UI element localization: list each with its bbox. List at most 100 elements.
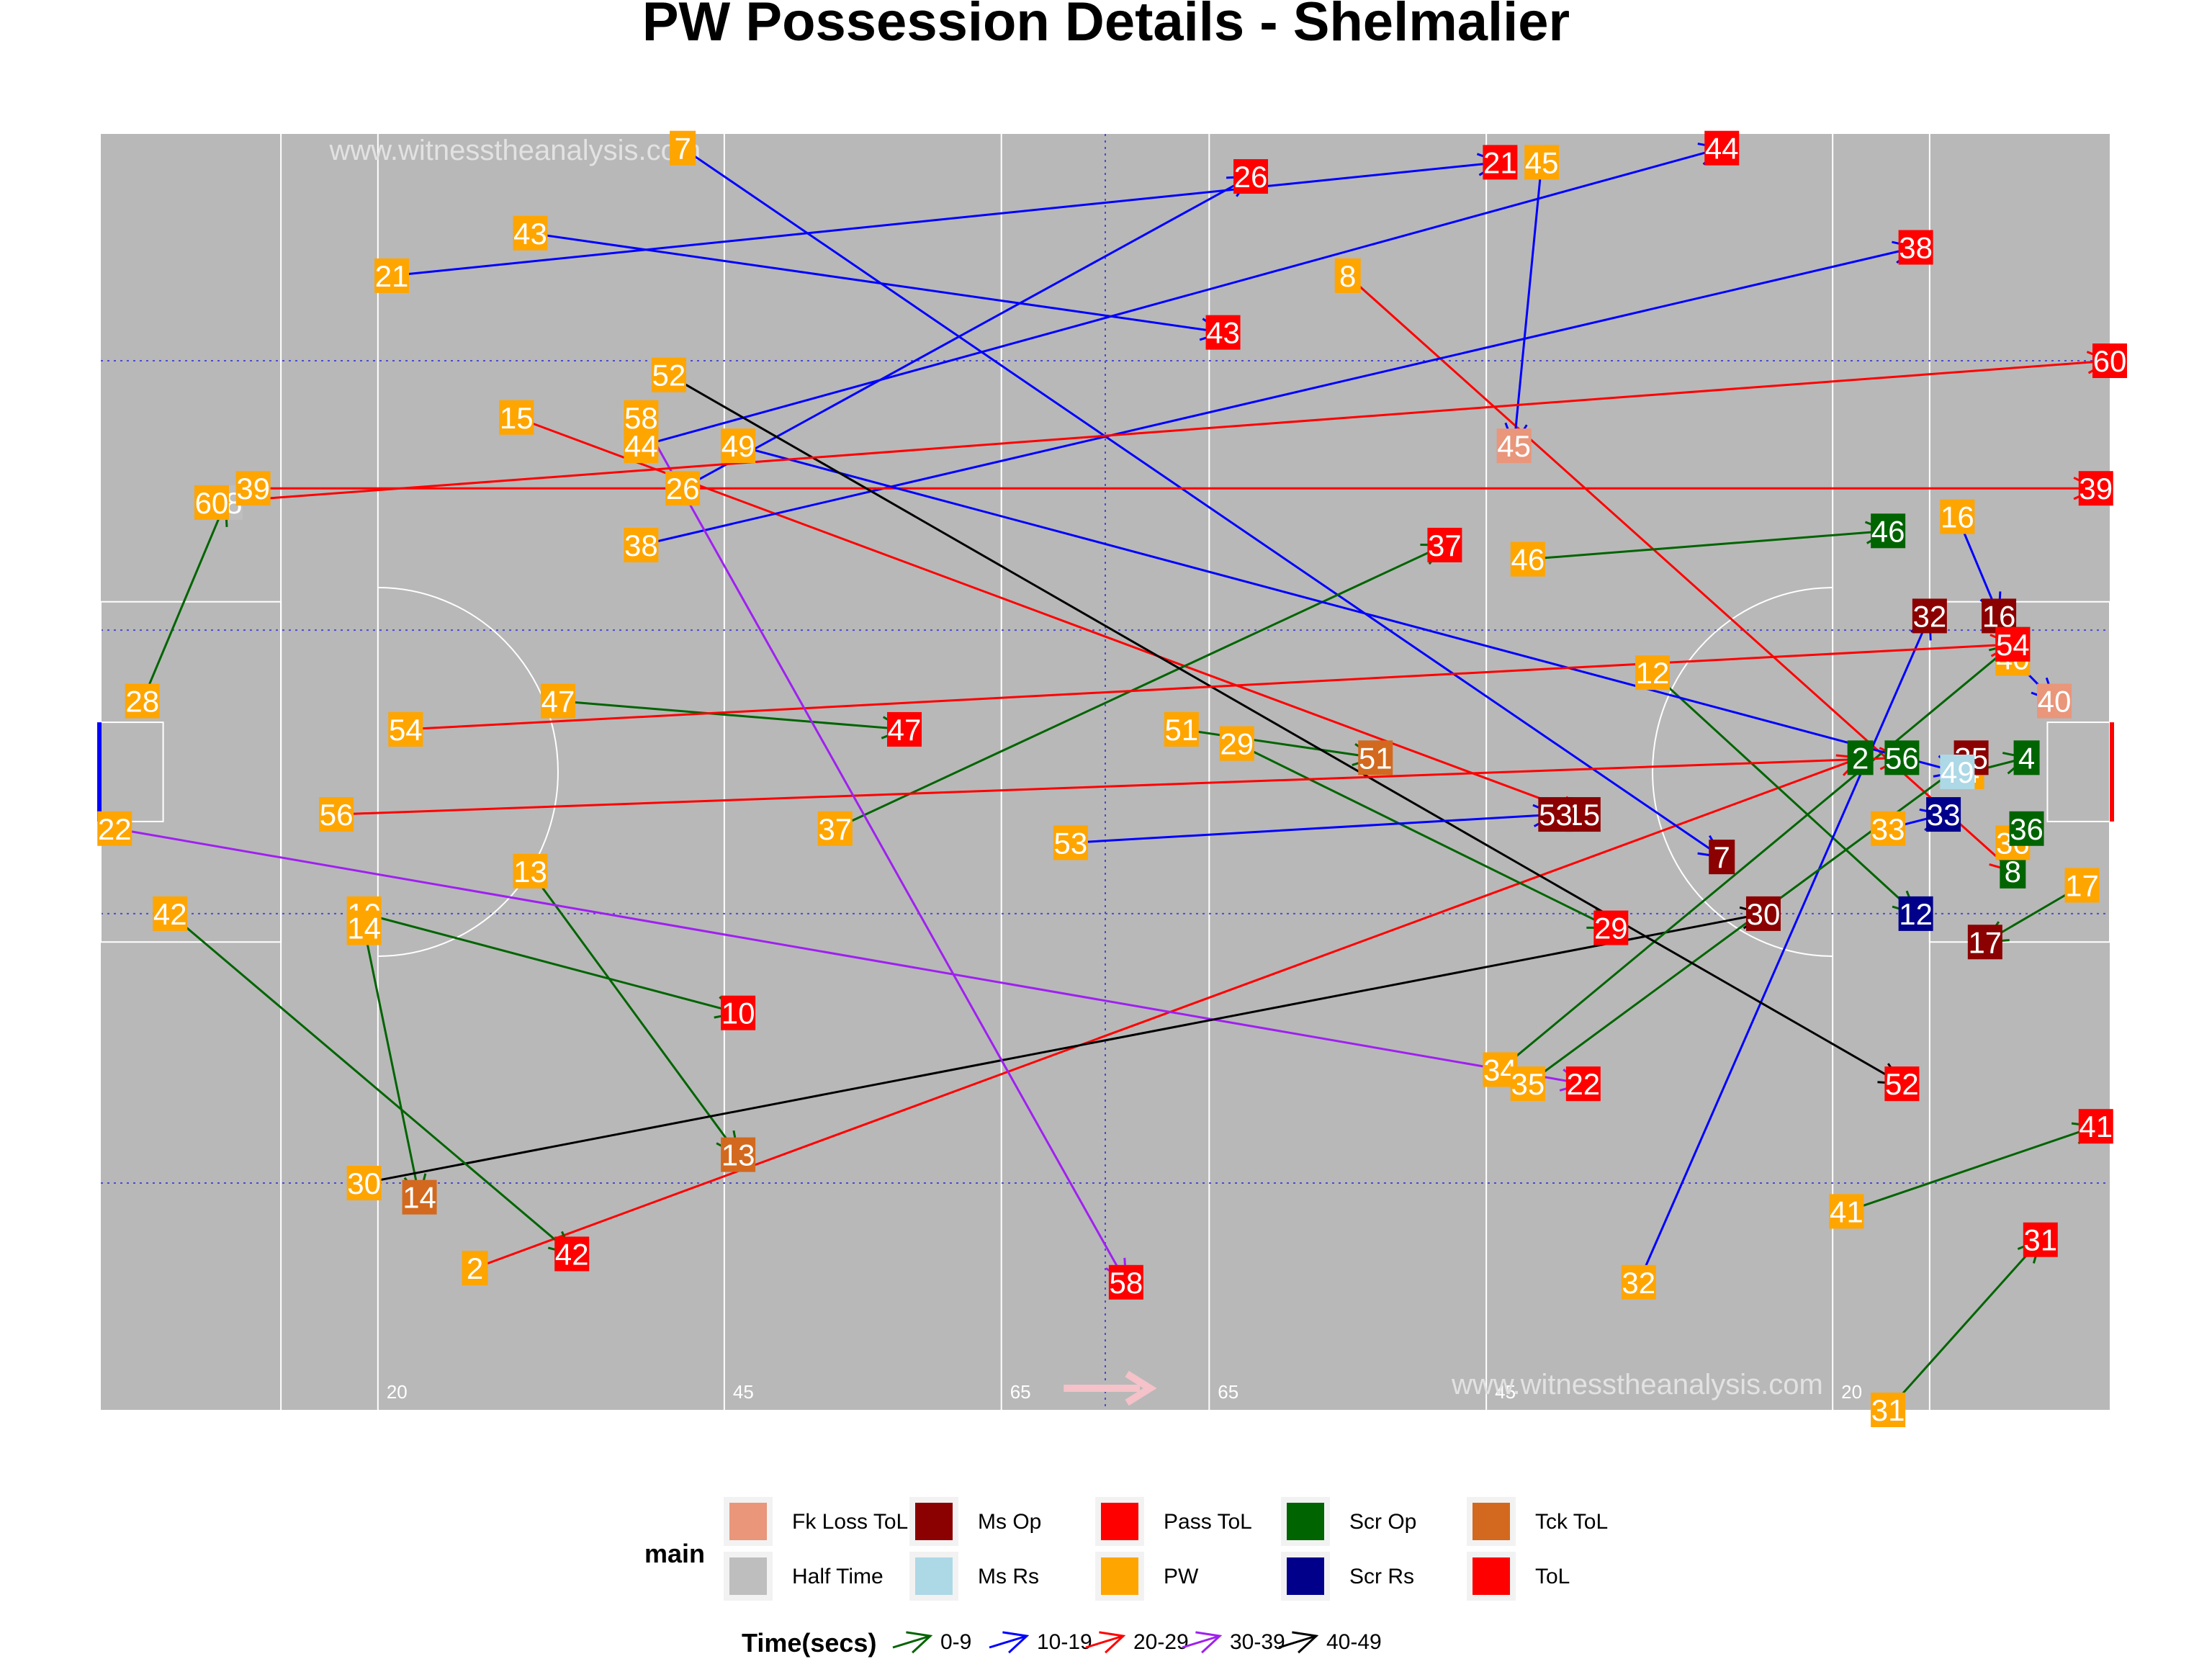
label-box — [540, 683, 575, 719]
label-text: 33 — [1871, 812, 1905, 846]
label-box — [194, 485, 229, 520]
label-box — [2078, 471, 2113, 506]
legend-key — [1287, 1557, 1324, 1595]
possession-label-51: 51 51 — [1164, 711, 1393, 775]
possession-label-58: 58 58 — [624, 400, 1143, 1300]
label-text: 32 — [1913, 599, 1947, 633]
label-box — [1898, 896, 1933, 931]
label-text: 14 — [403, 1181, 436, 1215]
legend: main Fk Loss ToL Half Time Ms Op Ms Rs Pass T… — [644, 1497, 1608, 1658]
possession-label-33: 33 33 — [1871, 797, 1961, 846]
possession-labels: 2244778810101212131314141515161617172121… — [97, 130, 2127, 1427]
label-text: 17 — [2065, 869, 2099, 903]
label-box — [624, 527, 659, 562]
label-box — [721, 1137, 756, 1172]
label-box — [721, 995, 756, 1030]
watermark-top: www.witnesstheanalysis.com — [328, 135, 701, 166]
label-box — [1704, 130, 1740, 166]
label-text: 7 — [1714, 840, 1730, 874]
label-box — [319, 797, 354, 832]
label-box — [2037, 683, 2072, 719]
legend-label: Half Time — [792, 1565, 884, 1588]
pitch-surface — [101, 134, 2110, 1410]
possession-label-29: 29 29 — [1219, 726, 1629, 945]
label-text: 2 — [467, 1251, 483, 1285]
label-box — [1847, 740, 1874, 775]
label-box — [1871, 811, 1906, 846]
label-box — [388, 711, 423, 747]
label-text: 29 — [1220, 727, 1254, 761]
possession-label-47: 47 47 — [540, 683, 922, 747]
label-box — [513, 853, 548, 889]
label-text: 22 — [1566, 1067, 1600, 1101]
label-text: 51 — [1359, 741, 1393, 775]
label-text: 52 — [1885, 1067, 1919, 1101]
legend-key — [915, 1557, 953, 1595]
legend-title-main: main — [644, 1539, 705, 1568]
legend-key — [915, 1503, 953, 1540]
label-box — [670, 130, 696, 166]
label-box — [346, 1165, 382, 1200]
label-box — [1510, 1066, 1545, 1102]
label-box — [1593, 910, 1629, 945]
label-box — [1205, 315, 1241, 350]
label-text: 16 — [1941, 500, 1974, 534]
label-box — [887, 711, 922, 747]
arrow-head — [1099, 1631, 1126, 1654]
possession-label-21: 21 21 — [374, 145, 1518, 293]
label-text: 10 — [721, 997, 755, 1030]
label-box — [1219, 726, 1254, 761]
label-box — [1483, 145, 1518, 180]
label-text: 32 — [1622, 1266, 1655, 1300]
label-box — [2092, 343, 2127, 379]
label-text: 14 — [347, 912, 381, 945]
possession-label-22: 22 22 — [97, 811, 1601, 1102]
label-box — [2009, 811, 2044, 846]
label-text: 41 — [2079, 1110, 2113, 1143]
label-text: 40 — [2038, 685, 2072, 719]
label-text: 8 — [1339, 259, 1356, 293]
possession-label-38: 38 38 — [624, 230, 1933, 562]
legend-label: Tck ToL — [1535, 1510, 1608, 1534]
possession-line — [391, 161, 1501, 277]
possession-line — [668, 374, 1903, 1085]
label-text: 15 — [500, 401, 534, 435]
label-box — [1940, 755, 1975, 789]
label-text: 41 — [1830, 1195, 1863, 1228]
legend-time-line — [989, 1635, 1028, 1649]
legend-label: Scr Op — [1349, 1510, 1416, 1534]
possession-label-30: 30 30 — [346, 896, 1781, 1200]
possession-line — [1236, 742, 1611, 929]
possession-label-46: 46 46 — [1510, 513, 1906, 577]
possession-label-32: 32 32 — [1621, 598, 1947, 1300]
possession-label-49: 49 49 — [721, 428, 1975, 789]
possession-line — [364, 912, 739, 1015]
label-box — [1871, 1393, 1906, 1427]
label-text: 43 — [513, 217, 547, 251]
possession-line — [364, 912, 1764, 1184]
yard-label: 20 — [1841, 1381, 1862, 1403]
label-text: 37 — [1428, 529, 1462, 562]
label-text: 36 — [2010, 812, 2044, 846]
legend-key — [1473, 1557, 1510, 1595]
arc-right — [1652, 587, 1833, 957]
label-box — [1164, 711, 1199, 747]
label-box — [1621, 1264, 1656, 1300]
label-text: 54 — [389, 713, 423, 747]
label-box — [1871, 513, 1906, 549]
possession-label-13: 13 13 — [513, 853, 756, 1172]
legend-time-line — [1182, 1635, 1220, 1649]
label-box — [1108, 1264, 1143, 1300]
label-text: 54 — [1996, 628, 2030, 662]
arrow-head — [1292, 1631, 1319, 1654]
label-box — [1358, 740, 1393, 775]
possession-label-42: 42 42 — [153, 896, 590, 1272]
label-text: 7 — [674, 132, 691, 166]
label-text: 46 — [1511, 543, 1545, 577]
watermark-bottom: www.witnesstheanalysis.com — [1451, 1369, 1823, 1401]
label-box — [1745, 896, 1781, 931]
legend-time-label: 20-29 — [1133, 1630, 1189, 1654]
possession-label-36: 3636 — [1995, 811, 2044, 860]
possession-line — [682, 147, 1723, 858]
legend-key — [729, 1503, 767, 1540]
